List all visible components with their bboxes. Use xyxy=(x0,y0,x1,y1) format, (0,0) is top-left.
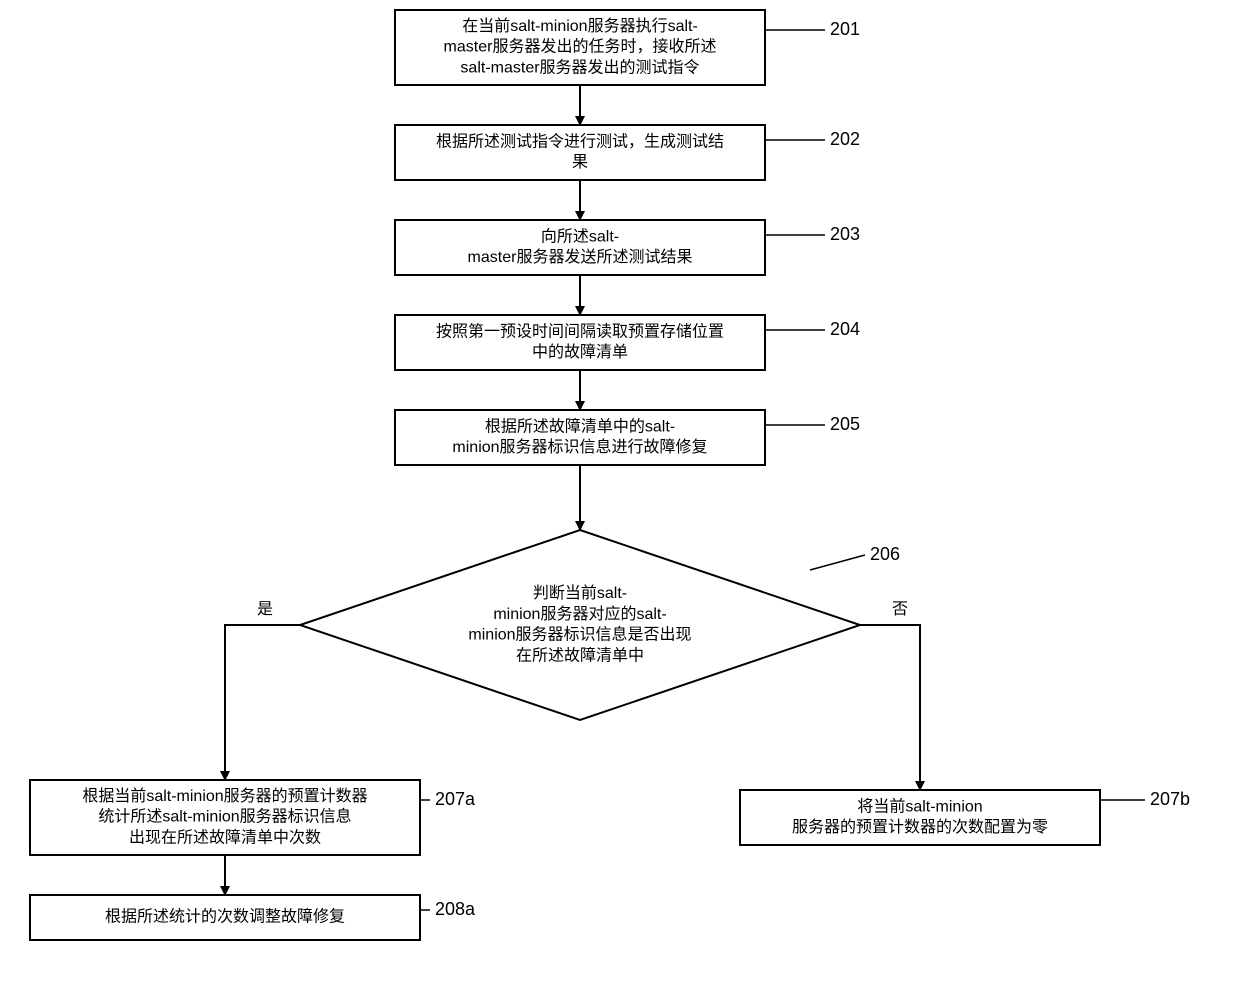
node-text: 根据所述统计的次数调整故障修复 xyxy=(105,908,345,926)
node-text: 根据当前salt-minion服务器的预置计数器 xyxy=(82,787,367,805)
node-text: 根据所述测试指令进行测试，生成测试结 xyxy=(436,132,724,150)
node-text: master服务器发出的任务时，接收所述 xyxy=(444,38,717,56)
node-text: 服务器的预置计数器的次数配置为零 xyxy=(792,818,1048,836)
node-text: 将当前salt-minion xyxy=(857,797,982,815)
step-number: 208a xyxy=(435,899,476,919)
node-text: 向所述salt- xyxy=(541,227,619,245)
node-text: salt-master服务器发出的测试指令 xyxy=(460,59,699,77)
flowchart-canvas: 是 否 在当前salt-minion服务器执行salt-master服务器发出的任务… xyxy=(0,0,1240,991)
node-text: 果 xyxy=(572,154,588,171)
flow-edge xyxy=(860,625,920,790)
decision-node xyxy=(300,530,860,720)
step-number: 205 xyxy=(830,414,860,434)
step-number: 206 xyxy=(870,544,900,564)
node-text: 中的故障清单 xyxy=(532,343,628,361)
node-text: 在所述故障清单中 xyxy=(516,646,644,664)
node-text: 判断当前salt- xyxy=(533,584,627,602)
step-number: 203 xyxy=(830,224,860,244)
node-text: minion服务器标识信息进行故障修复 xyxy=(452,438,707,456)
node-text: 统计所述salt-minion服务器标识信息 xyxy=(98,808,351,826)
node-text: 根据所述故障清单中的salt- xyxy=(485,417,675,435)
node-text: master服务器发送所述测试结果 xyxy=(468,248,693,266)
branch-label: 否 xyxy=(892,601,908,618)
node-text: 按照第一预设时间间隔读取预置存储位置 xyxy=(436,322,724,340)
flow-edge xyxy=(225,625,300,780)
step-number: 207b xyxy=(1150,789,1190,809)
node-text: 在当前salt-minion服务器执行salt- xyxy=(462,17,698,35)
step-number: 207a xyxy=(435,789,476,809)
node-text: 出现在所述故障清单中次数 xyxy=(129,829,321,847)
branch-label: 是 xyxy=(257,601,273,618)
node-text: minion服务器对应的salt- xyxy=(493,604,666,623)
node-text: minion服务器标识信息是否出现 xyxy=(468,626,691,644)
step-number: 202 xyxy=(830,129,860,149)
leader-line xyxy=(810,555,865,570)
step-number: 204 xyxy=(830,319,860,339)
step-number: 201 xyxy=(830,19,860,39)
